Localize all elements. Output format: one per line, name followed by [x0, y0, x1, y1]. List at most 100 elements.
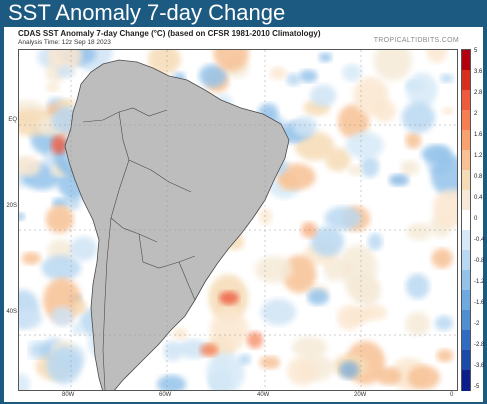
colorbar-tick-label: 3.6: [474, 69, 483, 75]
colorbar-segment: [462, 150, 470, 171]
anomaly-patch: [291, 336, 328, 359]
colorbar-tick-label: -0.4: [474, 237, 485, 243]
anomaly-patch: [431, 154, 457, 197]
anomaly-patch: [342, 64, 363, 82]
colorbar-tick-label: 5: [474, 48, 478, 54]
anomaly-patch: [339, 361, 359, 379]
anomaly-patch: [353, 76, 389, 116]
colorbar-segment: [462, 270, 470, 291]
anomaly-patch: [21, 251, 41, 265]
anomaly-patch: [405, 273, 430, 299]
anomaly-patch: [51, 135, 67, 155]
colorbar-segment: [462, 250, 470, 271]
anomaly-patch: [45, 205, 74, 234]
colorbar-tick-label: 0.8: [474, 174, 483, 180]
anomaly-patch: [307, 289, 329, 306]
anomaly-patch: [360, 155, 380, 178]
anomaly-patch: [324, 206, 362, 230]
anomaly-patch: [74, 300, 87, 315]
anomaly-patch: [50, 306, 75, 327]
colorbar-segment: [462, 290, 470, 311]
anomaly-patch: [247, 331, 263, 349]
anomaly-patch: [287, 356, 317, 386]
colorbar-segment: [462, 170, 470, 191]
anomaly-patch: [238, 353, 252, 366]
colorbar-tick-label: 0: [474, 216, 478, 222]
anomaly-patch: [286, 73, 302, 86]
anomaly-patch: [347, 164, 363, 176]
colorbar-tick-label: -2.8: [474, 342, 485, 348]
lon-label-0: 0: [450, 392, 454, 398]
anomaly-patch: [19, 373, 31, 390]
colorbar-tick-label: -0.8: [474, 258, 485, 264]
graticule: [19, 50, 457, 390]
anomaly-patch: [338, 244, 378, 290]
colorbar-tick-label: -1.6: [474, 300, 485, 306]
anomaly-patch: [292, 116, 318, 137]
colorbar-segment: [462, 370, 470, 391]
anomaly-patch: [318, 52, 333, 63]
colorbar-segment: [462, 50, 470, 71]
anomaly-patch: [200, 343, 218, 357]
anomaly-patch: [19, 212, 26, 221]
anomaly-patch: [56, 65, 75, 79]
lat-label-40s: 40S: [6, 309, 17, 315]
colorbar-segment: [462, 350, 470, 371]
colorbar-segment: [462, 230, 470, 251]
colorbar-tick-label: -5: [474, 384, 480, 390]
anomaly-patch: [401, 102, 436, 133]
anomaly-patch: [198, 64, 227, 88]
anomaly-patch: [406, 72, 438, 108]
lat-label-eq: EQ: [8, 117, 17, 123]
anomaly-patch: [41, 255, 81, 281]
anomaly-patch: [432, 189, 457, 227]
anomaly-patch: [367, 233, 383, 251]
anomaly-patch: [19, 308, 43, 330]
colorbar-segment: [462, 110, 470, 131]
lon-label-80w: 80W: [62, 392, 75, 398]
lon-label-20w: 20W: [354, 392, 367, 398]
colorbar-tick-label: -2: [474, 321, 480, 327]
anomaly-patch: [406, 223, 433, 241]
anomaly-patch: [148, 50, 181, 75]
colorbar-tick-label: -1.2: [474, 279, 485, 285]
colorbar-tick-label: 2.8: [474, 90, 483, 96]
anomaly-patch: [210, 308, 249, 353]
lon-label-60w: 60W: [159, 392, 172, 398]
anomaly-patch: [213, 50, 249, 72]
anomaly-patch: [45, 82, 60, 93]
anomaly-patch: [345, 131, 384, 160]
anomaly-patch: [373, 50, 412, 81]
anomaly-patch: [434, 315, 454, 331]
colorbar-segment: [462, 90, 470, 111]
map-title: CDAS SST Anomaly 7-day Change (°C) (base…: [18, 29, 321, 38]
colorbar-segment: [462, 210, 470, 231]
anomaly-patch: [163, 340, 183, 362]
anomaly-patch: [310, 84, 337, 107]
anomaly-patch: [426, 50, 448, 64]
anomaly-patch: [172, 328, 189, 340]
lon-label-40w: 40W: [257, 392, 270, 398]
anomaly-patch: [375, 367, 402, 386]
anomaly-patch: [46, 346, 82, 384]
anomaly-patch: [258, 208, 273, 225]
map-canvas: [19, 50, 457, 390]
anomaly-patch: [439, 73, 454, 84]
anomaly-patch: [347, 307, 371, 325]
anomaly-patch: [436, 348, 454, 363]
anomaly-patch: [29, 341, 49, 359]
anomaly-patch: [310, 226, 345, 257]
analysis-time: Analysis Time: 12z Sep 18 2023: [18, 39, 111, 46]
anomaly-patch: [19, 155, 41, 177]
anomaly-patch: [259, 355, 281, 370]
colorbar-segment: [462, 70, 470, 91]
anomaly-patch: [71, 323, 84, 336]
map-panel: CDAS SST Anomaly 7-day Change (°C) (base…: [4, 27, 485, 402]
country-borders: [82, 107, 196, 390]
anomaly-patch: [337, 104, 370, 139]
anomaly-patch: [431, 248, 453, 269]
site-credit: TROPICALTIDBITS.COM: [373, 37, 459, 44]
anomaly-patch: [405, 132, 422, 149]
anomaly-patch: [405, 311, 431, 336]
page-title: SST Anomaly 7-day Change: [8, 0, 286, 25]
